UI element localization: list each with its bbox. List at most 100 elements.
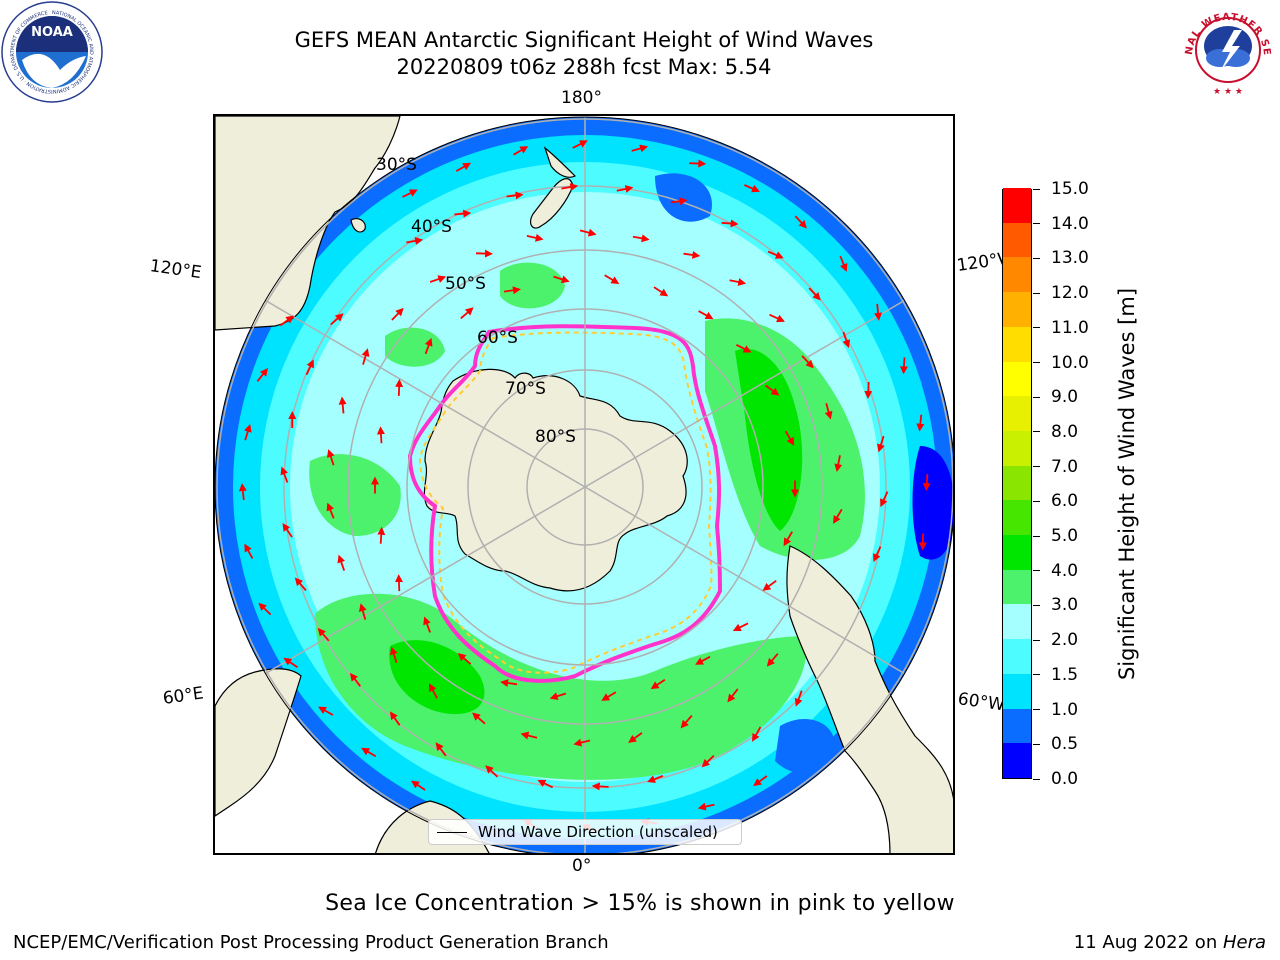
wave-direction-arrow	[573, 738, 591, 747]
wave-direction-arrow	[279, 315, 295, 327]
colorbar-tick-label: 12.0	[1033, 283, 1089, 303]
band-3.0-4.0-south	[315, 593, 807, 780]
colorbar-tick-label: 3.0	[1033, 595, 1078, 615]
wave-direction-arrow	[326, 502, 335, 519]
tasmania-land	[350, 217, 366, 233]
wave-direction-arrow	[244, 543, 254, 559]
band-0.0-0.5-east	[912, 446, 953, 560]
colorbar-tick-label: 1.5	[1033, 665, 1078, 685]
wave-direction-arrow	[423, 616, 431, 633]
latitude-labels: 30°S 40°S 50°S 60°S 70°S 80°S	[376, 155, 576, 447]
wave-direction-arrow	[305, 359, 314, 376]
wave-direction-arrow	[794, 215, 807, 229]
band-0.5-1.0-south	[775, 718, 835, 773]
map-legend: Wind Wave Direction (unscaled)	[428, 819, 742, 845]
band-4.0-5.0-east	[735, 348, 803, 531]
lon-label-0: 0°	[572, 856, 592, 876]
wave-direction-arrow	[390, 646, 398, 664]
wave-direction-arrow	[454, 209, 472, 218]
wave-direction-arrow	[572, 140, 588, 149]
colorbar-segment	[1003, 291, 1031, 327]
land	[215, 116, 953, 853]
colorbar-tick-label: 2.0	[1033, 630, 1078, 650]
wave-direction-arrow	[338, 396, 347, 414]
wave-direction-arrow	[506, 191, 524, 200]
svg-text:★ ★ ★: ★ ★ ★	[1213, 87, 1243, 97]
colorbar-segment	[1003, 395, 1031, 431]
wave-direction-arrow	[632, 234, 650, 243]
wave-direction-arrow	[784, 430, 795, 446]
lon-label-120e: 120°E	[148, 256, 203, 284]
colorbar-segment	[1003, 604, 1031, 640]
wave-direction-arrow	[842, 331, 851, 349]
noaa-logo-text: NOAA	[31, 25, 73, 40]
colorbar-segment	[1003, 465, 1031, 501]
lon-label-120w: 120°W	[955, 249, 1006, 276]
wave-direction-arrow	[880, 491, 889, 508]
wave-direction-arrow	[767, 250, 784, 259]
colorbar-segment	[1003, 500, 1031, 536]
sea-ice-region	[407, 324, 723, 683]
wave-direction-arrow	[457, 652, 472, 665]
colorbar-segment	[1003, 187, 1031, 223]
colorbar-tick-label: 11.0	[1033, 318, 1089, 338]
wave-direction-arrow	[653, 286, 669, 297]
wave-direction-arrow	[377, 526, 386, 544]
map-boundary	[215, 116, 953, 853]
footer-credit: NCEP/EMC/Verification Post Processing Pr…	[13, 932, 609, 953]
wave-direction-arrow	[258, 602, 272, 616]
wave-direction-arrow	[680, 715, 693, 729]
wave-direction-arrow	[695, 655, 711, 665]
colorbar-segment	[1003, 534, 1031, 570]
colorbar-tick-label: 10.0	[1033, 353, 1089, 373]
colorbar-segment	[1003, 638, 1031, 674]
colorbar-tick-label: 9.0	[1033, 387, 1078, 407]
wave-direction-arrow	[472, 712, 486, 725]
wave-direction-arrow	[553, 275, 570, 284]
wave-direction-arrow	[683, 250, 701, 259]
wave-direction-arrow	[628, 732, 643, 743]
wave-direction-arrow	[824, 402, 833, 420]
noaa-logo: NOAA NATIONAL OCEANIC AND ATMOSPHERIC AD…	[1, 1, 103, 103]
colorbar-tick-label: 5.0	[1033, 526, 1078, 546]
new-zealand-north	[543, 146, 577, 178]
wave-direction-arrow	[513, 146, 529, 156]
wind-wave-direction-arrows	[238, 140, 931, 833]
wave-direction-arrow	[429, 275, 447, 283]
lat-label-50s: 50°S	[445, 274, 486, 294]
wave-direction-arrow	[698, 310, 714, 320]
colorbar-tick-label: 8.0	[1033, 422, 1078, 442]
wave-direction-arrow	[358, 603, 367, 620]
wave-direction-arrow	[689, 159, 707, 168]
footer-date: 11 Aug 2022 on Hera	[1074, 932, 1266, 953]
wave-direction-arrow	[864, 381, 873, 399]
wave-direction-arrow	[561, 183, 579, 192]
wave-direction-arrow	[735, 343, 752, 353]
wave-direction-arrow	[361, 348, 370, 365]
band-3.0-4.0-northwest	[385, 327, 445, 367]
south-america-land	[786, 545, 953, 853]
wave-direction-arrow	[424, 337, 433, 355]
wave-direction-arrow	[428, 683, 438, 699]
colorbar-segment	[1003, 430, 1031, 466]
wave-direction-arrow	[744, 184, 760, 193]
wave-direction-arrow	[650, 679, 666, 690]
wave-direction-arrow	[294, 577, 307, 591]
wave-direction-arrow	[604, 274, 620, 284]
colorbar-tick-label: 0.5	[1033, 734, 1078, 754]
footer-machine: Hera	[1222, 932, 1266, 953]
wave-direction-arrow	[752, 726, 762, 742]
colorbar-segment	[1003, 257, 1031, 293]
lat-label-30s: 30°S	[376, 155, 417, 175]
wave-direction-arrow	[721, 219, 739, 228]
colorbar-segment	[1003, 673, 1031, 709]
lat-label-70s: 70°S	[505, 379, 546, 399]
sea-ice-edge-outer	[407, 324, 723, 683]
wave-direction-arrow	[435, 742, 447, 757]
wave-direction-arrow	[349, 672, 362, 687]
wave-direction-arrow	[455, 162, 472, 172]
colorbar-tick-label: 0.0	[1033, 769, 1078, 789]
wave-direction-arrow	[801, 355, 814, 369]
africa-land	[215, 668, 302, 817]
colorbar	[1002, 187, 1032, 779]
